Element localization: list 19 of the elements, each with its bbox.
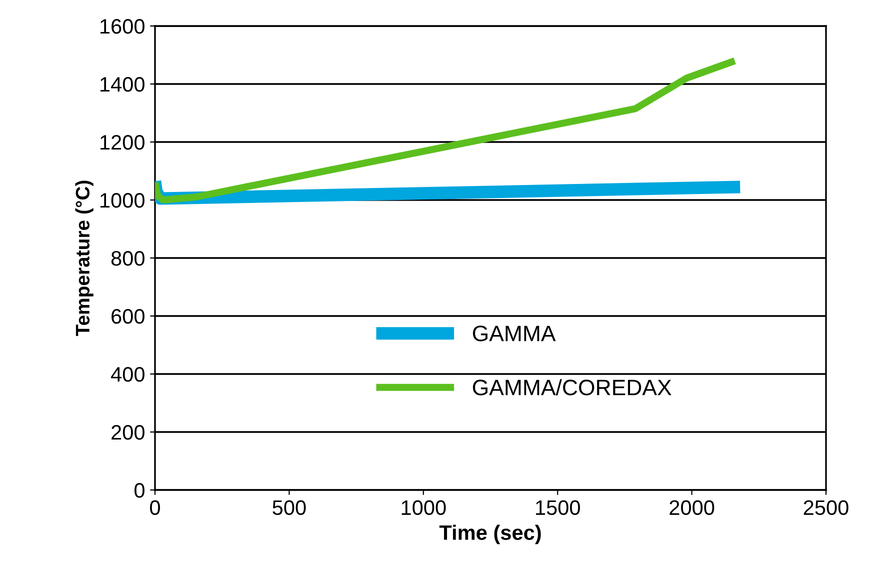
x-tick-label: 2500: [804, 500, 848, 516]
x-tick-label: 1500: [536, 500, 580, 516]
y-tick-label: 1400: [100, 77, 144, 92]
legend-label: GAMMA/COREDAX: [472, 379, 672, 396]
y-axis-title: Temperature (°C): [75, 180, 94, 336]
y-tick-label: 1600: [100, 19, 144, 34]
y-tick-label: 600: [112, 309, 144, 324]
x-tick-label: 0: [150, 500, 160, 516]
x-tick-label: 500: [272, 500, 306, 516]
y-tick-label: 200: [112, 425, 144, 440]
x-axis-title: Time (sec): [439, 524, 541, 544]
y-tick-label: 0: [134, 483, 144, 498]
legend-label: GAMMA: [472, 326, 556, 342]
x-tick-label: 1000: [402, 500, 446, 516]
x-tick-label: 2000: [670, 500, 714, 516]
y-tick-label: 1200: [100, 135, 144, 150]
y-tick-label: 400: [111, 367, 144, 382]
y-tick-label: 1000: [100, 193, 144, 208]
y-tick-label: 800: [111, 251, 144, 266]
